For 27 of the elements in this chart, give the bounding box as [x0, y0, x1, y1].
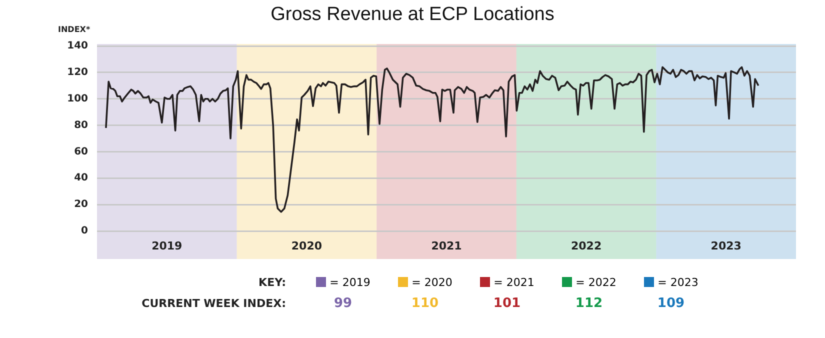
legend-label: = 2020 — [412, 276, 452, 288]
y-axis-title: INDEX* — [58, 25, 90, 34]
chart-title: Gross Revenue at ECP Locations — [270, 4, 556, 26]
x-tick-label: 2023 — [710, 239, 742, 252]
text: 109 — [656, 296, 686, 310]
legend-label: = 2022 — [576, 276, 616, 288]
y-tick-label: 60 — [74, 146, 88, 158]
text: CURRENT WEEK INDEX: — [140, 296, 287, 310]
x-tick-label: 2021 — [431, 239, 462, 252]
legend-label: = 2019 — [330, 276, 370, 288]
y-tick-label: 20 — [74, 199, 88, 210]
text: 99 — [332, 296, 354, 310]
text: KEY: — [258, 276, 287, 288]
text: 112 — [574, 296, 604, 310]
x-tick-label: 2019 — [152, 239, 182, 252]
y-tick-label: 40 — [74, 172, 88, 184]
x-tick-label: 2022 — [570, 239, 602, 252]
y-tick-label: 0 — [81, 226, 88, 237]
y-tick-label: 80 — [74, 120, 88, 131]
y-tick-label: 140 — [67, 40, 88, 52]
y-tick-label: 120 — [67, 67, 88, 78]
y-tick-label: 100 — [67, 93, 88, 104]
x-tick-label: 2020 — [291, 239, 322, 252]
text: 110 — [410, 296, 440, 310]
legend-label: = 2021 — [494, 276, 534, 288]
text: 101 — [492, 296, 522, 310]
legend-label: = 2023 — [658, 276, 698, 288]
